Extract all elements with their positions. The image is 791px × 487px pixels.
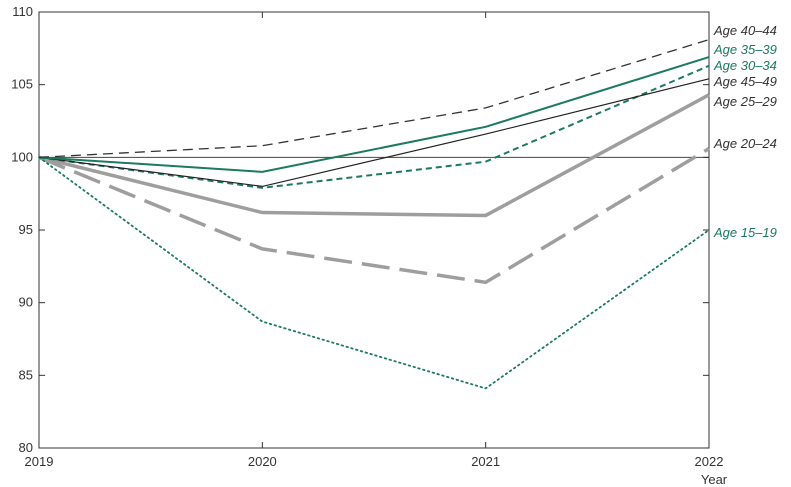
- y-tick-label: 95: [19, 222, 33, 237]
- series-label-age-45-49: Age 45–49: [713, 74, 777, 89]
- series-line-age-15-19: [38, 156, 710, 390]
- series-line-age-20-24: [38, 147, 710, 285]
- y-tick-label: 110: [12, 4, 33, 19]
- x-tick-label: 2020: [248, 454, 277, 469]
- series-line-age-30-34: [38, 64, 710, 189]
- y-tick-label: 105: [11, 77, 33, 92]
- series-label-age-20-24: Age 20–24: [713, 136, 777, 151]
- series-label-age-25-29: Age 25–29: [713, 94, 777, 109]
- series-label-age-15-19: Age 15–19: [713, 225, 777, 240]
- x-tick-label: 2021: [471, 454, 500, 469]
- plot-frame: [38, 11, 710, 449]
- series-label-age-40-44: Age 40–44: [713, 23, 777, 38]
- x-tick-label: 2019: [25, 454, 54, 469]
- series-line-age-45-49: [38, 78, 710, 188]
- series-label-age-35-39: Age 35–39: [713, 42, 777, 57]
- y-tick-label: 85: [19, 367, 33, 382]
- x-tick-label: 2022: [695, 454, 724, 469]
- series-lines: [38, 38, 710, 390]
- x-axis-title: Year: [701, 472, 728, 487]
- y-tick-label: 80: [19, 440, 33, 455]
- y-tick-label: 100: [11, 149, 33, 164]
- axes: 80 85 90 95 100 105 110 2019 2020 2021 2022 Year: [11, 4, 728, 487]
- series-line-age-25-29: [38, 93, 710, 218]
- series-line-age-35-39: [38, 56, 710, 173]
- y-tick-label: 90: [19, 295, 33, 310]
- series-line-age-40-44: [38, 38, 710, 158]
- series-label-age-30-34: Age 30–34: [713, 58, 777, 73]
